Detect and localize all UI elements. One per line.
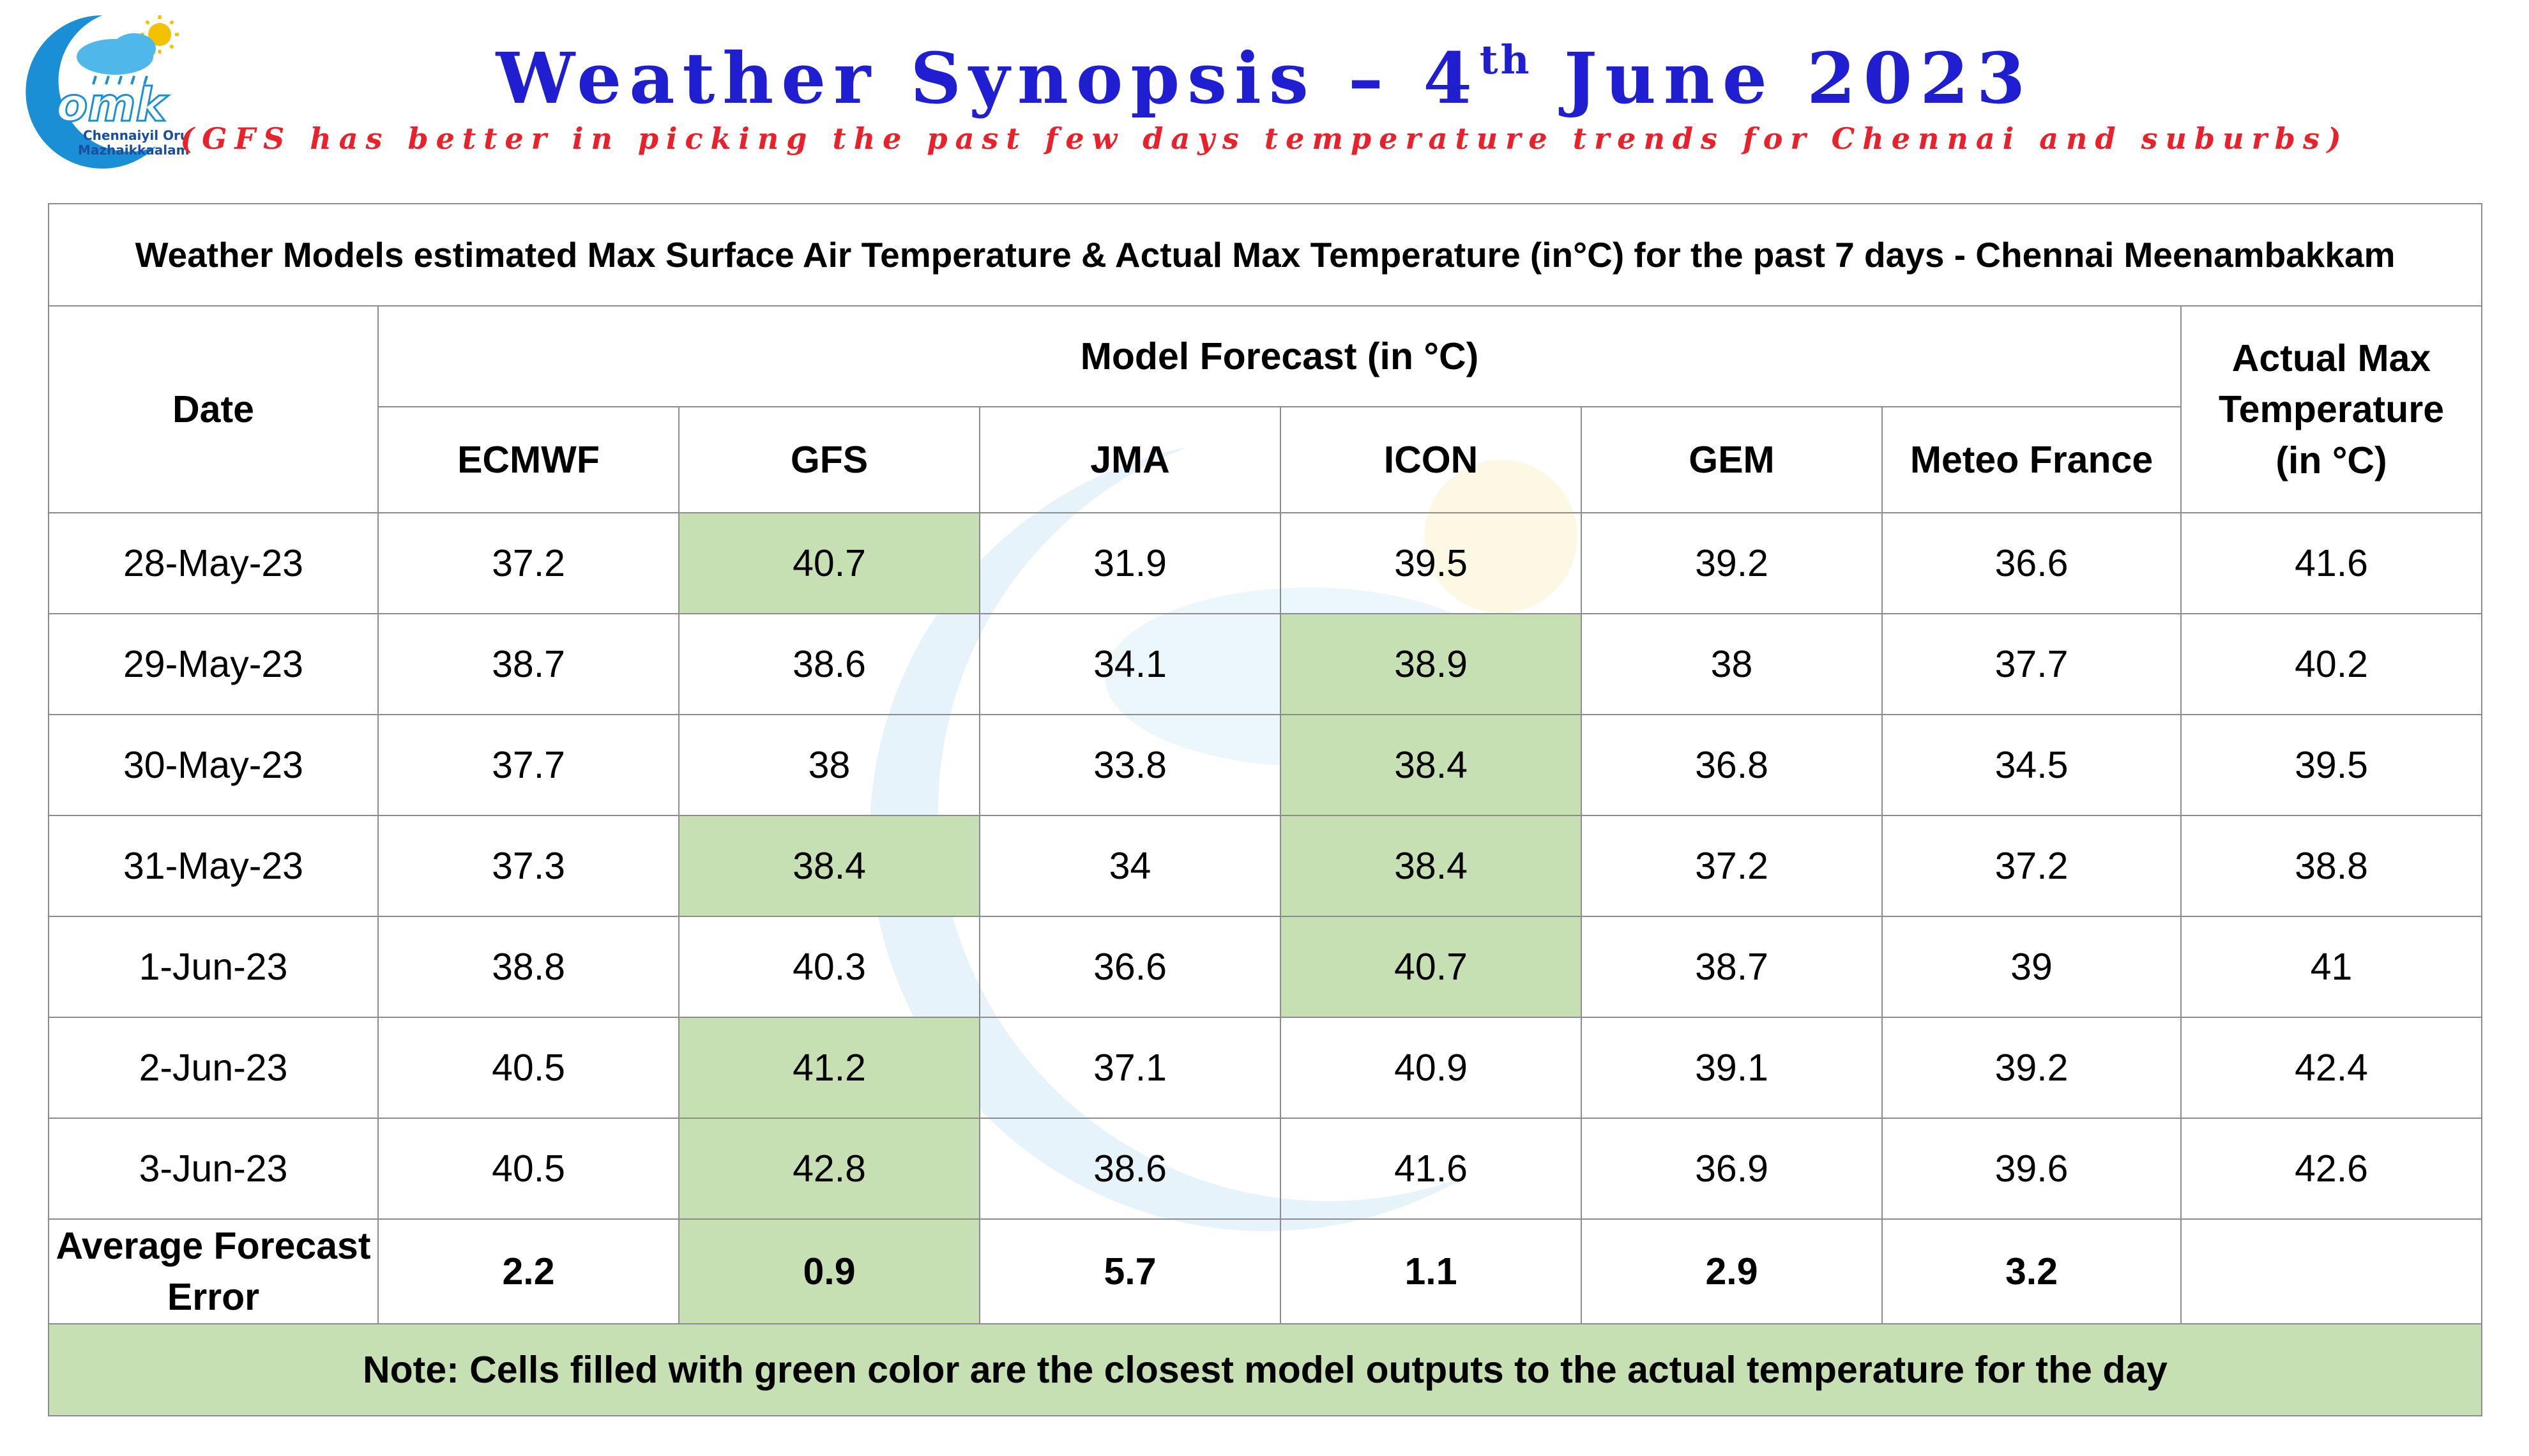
avg-gem: 2.9 bbox=[1581, 1218, 1883, 1324]
actual-cell: 38.8 bbox=[2180, 815, 2483, 917]
date-cell: 31-May-23 bbox=[48, 815, 379, 917]
note-row: Note: Cells filled with green color are … bbox=[47, 1323, 2483, 1416]
avg-gfs: 0.9 bbox=[678, 1218, 980, 1324]
meteo-france-cell: 39 bbox=[1881, 916, 2182, 1018]
header-row-2: ECMWF GFS JMA ICON GEM Meteo France bbox=[49, 406, 2482, 513]
jma-cell: 37.1 bbox=[979, 1017, 1281, 1119]
icon-cell: 38.4 bbox=[1280, 714, 1582, 816]
date-header: Date bbox=[48, 305, 379, 513]
model-header-jma: JMA bbox=[979, 406, 1281, 513]
green-note: Note: Cells filled with green color are … bbox=[47, 1323, 2483, 1416]
jma-cell: 34.1 bbox=[979, 613, 1281, 715]
ecmwf-cell: 37.7 bbox=[377, 714, 680, 816]
icon-cell: 41.6 bbox=[1280, 1118, 1582, 1220]
meteo-france-cell: 39.2 bbox=[1881, 1017, 2182, 1119]
icon-cell: 40.9 bbox=[1280, 1017, 1582, 1119]
gem-cell: 38 bbox=[1581, 613, 1883, 715]
table-caption: Weather Models estimated Max Surface Air… bbox=[47, 203, 2483, 307]
gem-cell: 38.7 bbox=[1581, 916, 1883, 1018]
ecmwf-cell: 40.5 bbox=[377, 1017, 680, 1119]
date-cell: 29-May-23 bbox=[48, 613, 379, 715]
gem-cell: 39.1 bbox=[1581, 1017, 1883, 1119]
gem-cell: 39.2 bbox=[1581, 512, 1883, 614]
temperature-table: Weather Models estimated Max Surface Air… bbox=[47, 203, 2483, 1416]
gfs-cell: 40.7 bbox=[678, 512, 980, 614]
table-row: 1-Jun-23 38.8 40.3 36.6 40.7 38.7 39 41 bbox=[48, 916, 2483, 1018]
table-row: 2-Jun-23 40.5 41.2 37.1 40.9 39.1 39.2 4… bbox=[48, 1017, 2483, 1119]
table-row: 3-Jun-23 40.5 42.8 38.6 41.6 36.9 39.6 4… bbox=[48, 1118, 2483, 1220]
actual-cell: 41 bbox=[2180, 916, 2483, 1018]
model-header-meteo-france: Meteo France bbox=[1881, 406, 2182, 513]
actual-cell: 39.5 bbox=[2180, 714, 2483, 816]
jma-cell: 34 bbox=[979, 815, 1281, 917]
title-ordinal: th bbox=[1479, 36, 1532, 84]
jma-cell: 38.6 bbox=[979, 1118, 1281, 1220]
actual-cell: 42.4 bbox=[2180, 1017, 2483, 1119]
date-cell: 30-May-23 bbox=[48, 714, 379, 816]
avg-jma: 5.7 bbox=[979, 1218, 1281, 1324]
date-cell: 1-Jun-23 bbox=[48, 916, 379, 1018]
table-row: 28-May-23 37.2 40.7 31.9 39.5 39.2 36.6 … bbox=[48, 512, 2483, 614]
actual-max-header: Actual Max Temperature (in °C) bbox=[2180, 305, 2483, 513]
table-row: 31-May-23 37.3 38.4 34 38.4 37.2 37.2 38… bbox=[48, 815, 2483, 917]
avg-ecmwf: 2.2 bbox=[377, 1218, 680, 1324]
logo-tagline-2: Mazhaikkaalam bbox=[78, 142, 189, 158]
ecmwf-cell: 38.8 bbox=[377, 916, 680, 1018]
meteo-france-cell: 37.7 bbox=[1881, 613, 2182, 715]
model-header-gem: GEM bbox=[1581, 406, 1883, 513]
jma-cell: 33.8 bbox=[979, 714, 1281, 816]
model-header-ecmwf: ECMWF bbox=[377, 406, 680, 513]
header-row-1: Date Model Forecast (in °C) Actual Max T… bbox=[48, 305, 2483, 513]
meteo-france-cell: 37.2 bbox=[1881, 815, 2182, 917]
title-main: Weather Synopsis – 4 bbox=[496, 37, 1480, 119]
average-error-label: Average Forecast Error bbox=[48, 1218, 379, 1324]
actual-cell: 40.2 bbox=[2180, 613, 2483, 715]
table-row: 30-May-23 37.7 38 33.8 38.4 36.8 34.5 39… bbox=[48, 714, 2483, 816]
date-cell: 28-May-23 bbox=[48, 512, 379, 614]
date-cell: 3-Jun-23 bbox=[48, 1118, 379, 1220]
logo-tagline-1: Chennaiyil Oru bbox=[83, 128, 189, 143]
gfs-cell: 42.8 bbox=[678, 1118, 980, 1220]
logo-wordmark: omk bbox=[56, 78, 169, 132]
ecmwf-cell: 37.2 bbox=[377, 512, 680, 614]
gem-cell: 36.9 bbox=[1581, 1118, 1883, 1220]
omk-logo: omk Chennaiyil Oru Mazhaikkaalam bbox=[26, 15, 189, 169]
ecmwf-cell: 37.3 bbox=[377, 815, 680, 917]
model-forecast-header: Model Forecast (in °C) bbox=[377, 305, 2182, 407]
icon-cell: 40.7 bbox=[1280, 916, 1582, 1018]
gfs-cell: 40.3 bbox=[678, 916, 980, 1018]
icon-cell: 38.4 bbox=[1280, 815, 1582, 917]
ecmwf-cell: 40.5 bbox=[377, 1118, 680, 1220]
caption-row: Weather Models estimated Max Surface Air… bbox=[47, 203, 2483, 307]
gfs-cell: 38 bbox=[678, 714, 980, 816]
ecmwf-cell: 38.7 bbox=[377, 613, 680, 715]
avg-actual bbox=[2180, 1218, 2483, 1324]
icon-cell: 39.5 bbox=[1280, 512, 1582, 614]
gfs-cell: 38.4 bbox=[678, 815, 980, 917]
model-header-icon: ICON bbox=[1280, 406, 1582, 513]
model-header-gfs: GFS bbox=[678, 406, 980, 513]
meteo-france-cell: 34.5 bbox=[1881, 714, 2182, 816]
avg-meteo-france: 3.2 bbox=[1881, 1218, 2182, 1324]
jma-cell: 36.6 bbox=[979, 916, 1281, 1018]
gfs-cell: 38.6 bbox=[678, 613, 980, 715]
table-row: 29-May-23 38.7 38.6 34.1 38.9 38 37.7 40… bbox=[48, 613, 2483, 715]
icon-cell: 38.9 bbox=[1280, 613, 1582, 715]
gem-cell: 37.2 bbox=[1581, 815, 1883, 917]
jma-cell: 31.9 bbox=[979, 512, 1281, 614]
page-subtitle: (GFS has better in picking the past few … bbox=[180, 121, 2349, 156]
actual-cell: 42.6 bbox=[2180, 1118, 2483, 1220]
avg-icon: 1.1 bbox=[1280, 1218, 1582, 1324]
average-error-row: Average Forecast Error 2.2 0.9 5.7 1.1 2… bbox=[48, 1218, 2483, 1324]
page-title: Weather Synopsis – 4th June 2023 bbox=[0, 36, 2529, 119]
title-tail: June 2023 bbox=[1531, 37, 2033, 119]
meteo-france-cell: 39.6 bbox=[1881, 1118, 2182, 1220]
actual-cell: 41.6 bbox=[2180, 512, 2483, 614]
date-cell: 2-Jun-23 bbox=[48, 1017, 379, 1119]
gem-cell: 36.8 bbox=[1581, 714, 1883, 816]
meteo-france-cell: 36.6 bbox=[1881, 512, 2182, 614]
gfs-cell: 41.2 bbox=[678, 1017, 980, 1119]
